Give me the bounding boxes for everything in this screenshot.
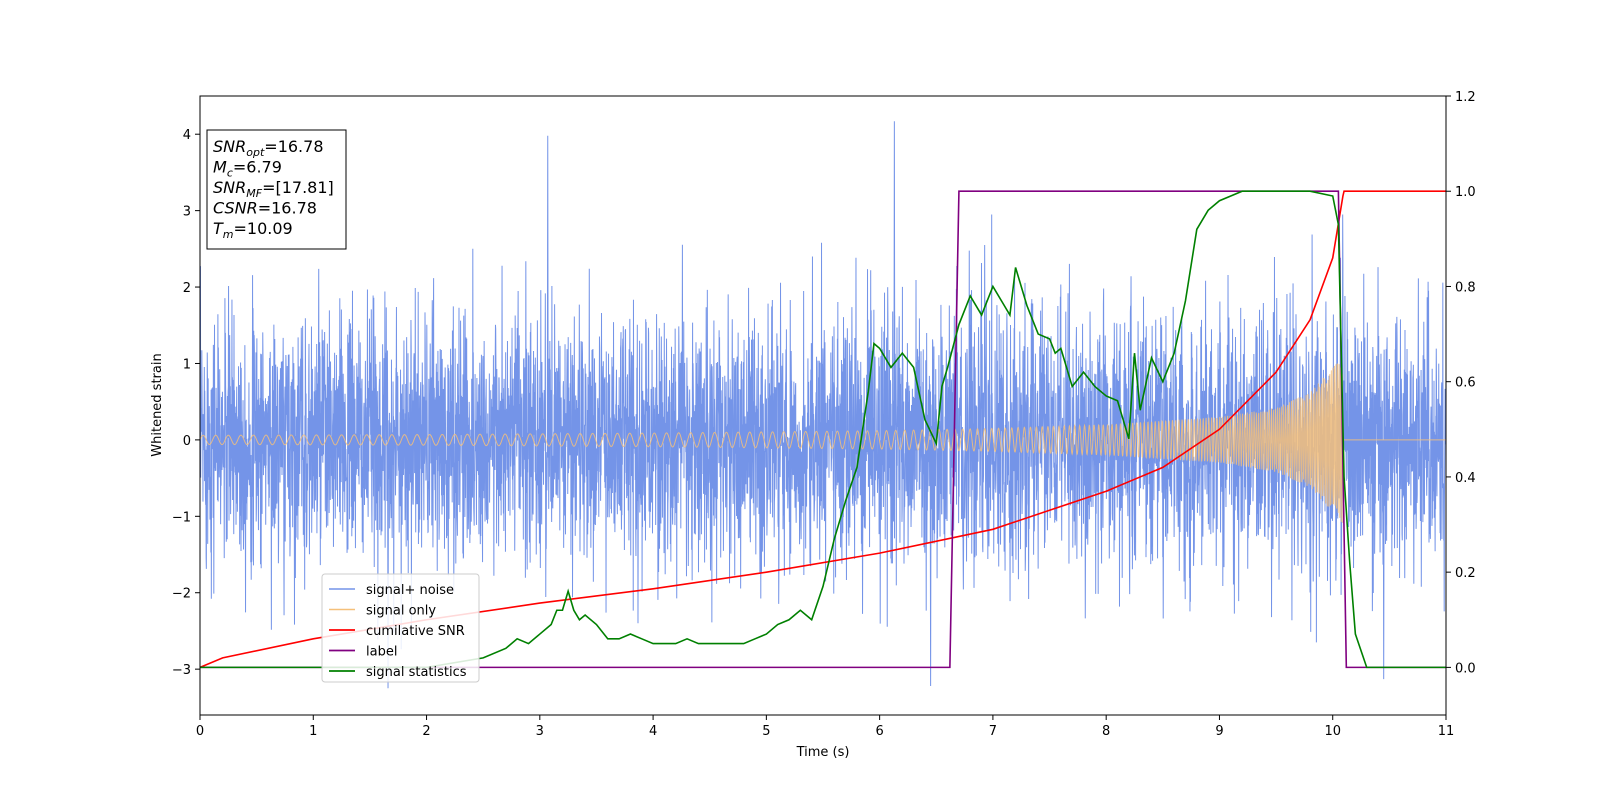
info-line: SNRopt=16.78 [213,137,324,159]
x-tick-label: 1 [309,724,317,739]
y2-tick-label: 0.0 [1455,661,1476,676]
x-tick-label: 2 [422,724,430,739]
y2-tick-label: 0.2 [1455,566,1476,581]
legend-label-cumilative-snr: cumilative SNR [366,624,465,639]
x-tick-label: 8 [1102,724,1110,739]
y2-tick-label: 0.8 [1455,280,1476,295]
legend-label-signal-only: signal only [366,604,436,619]
x-tick-label: 11 [1438,724,1455,739]
y2-tick-label: 1.2 [1455,90,1476,105]
y-tick-label: −1 [172,510,191,525]
legend-label-label: label [366,645,397,660]
series-label [200,190,1446,669]
info-line: Tm=10.09 [213,219,293,241]
legend-label-signal-noise: signal+ noise [366,583,454,598]
plot-frame [199,95,1447,716]
series-signal-noise [200,121,1446,689]
x-axis: 0 1 2 3 4 5 6 7 8 9 10 11 [196,715,1454,739]
y2-tick-label: 0.4 [1455,471,1476,486]
x-tick-label: 0 [196,724,204,739]
y-tick-label: −3 [172,663,191,678]
y-tick-label: 1 [183,357,191,372]
y-tick-label: 4 [183,128,191,143]
y2-tick-label: 0.6 [1455,376,1476,391]
y-tick-label: 2 [183,281,191,296]
y-axis-label: Whitened strain [150,353,165,456]
x-tick-label: 5 [762,724,770,739]
x-tick-label: 6 [875,724,883,739]
x-tick-label: 9 [1215,724,1223,739]
x-tick-label: 3 [536,724,544,739]
y-tick-label: −2 [172,587,191,602]
x-tick-label: 7 [989,724,997,739]
legend-label-signal-statistics: signal statistics [366,665,467,680]
series-signal-statistics [200,190,1446,669]
x-tick-label: 10 [1324,724,1341,739]
y-axis-right: 0.0 0.2 0.4 0.6 0.8 1.0 1.2 [1446,90,1476,676]
info-box: SNRopt=16.78Mc=6.79SNRMF=[17.81]CSNR=16.… [206,129,347,250]
y-tick-label: 0 [183,434,191,449]
info-line: CSNR=16.78 [213,199,317,218]
info-line: Mc=6.79 [213,158,282,180]
series-signal-only [200,363,1446,523]
y2-tick-label: 1.0 [1455,185,1476,200]
info-line: SNRMF=[17.81] [213,178,334,200]
y-tick-label: 3 [183,205,191,220]
x-tick-label: 4 [649,724,657,739]
y-axis-left: −3 −2 −1 0 1 2 3 4 [172,128,200,678]
x-axis-label: Time (s) [796,745,850,760]
legend: signal+ noise signal only cumilative SNR la… [321,573,480,683]
